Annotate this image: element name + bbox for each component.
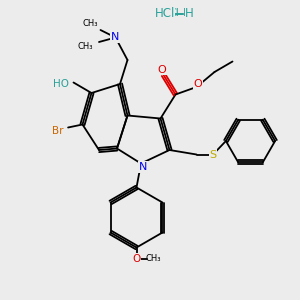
Text: O: O xyxy=(132,254,141,264)
Text: CH₃: CH₃ xyxy=(82,19,98,28)
Text: H: H xyxy=(183,8,192,19)
Text: O: O xyxy=(194,79,202,89)
Text: O: O xyxy=(158,64,166,75)
Text: HO: HO xyxy=(53,79,70,89)
Text: H: H xyxy=(156,8,165,19)
Text: S: S xyxy=(209,149,217,160)
Text: N: N xyxy=(111,32,120,43)
Text: HCl: HCl xyxy=(155,7,175,20)
Text: Br: Br xyxy=(52,125,64,136)
Text: CH₃: CH₃ xyxy=(145,254,161,263)
Text: N: N xyxy=(139,162,148,172)
Text: Cl: Cl xyxy=(169,8,179,19)
Text: H: H xyxy=(184,7,194,20)
Text: CH₃: CH₃ xyxy=(78,42,93,51)
